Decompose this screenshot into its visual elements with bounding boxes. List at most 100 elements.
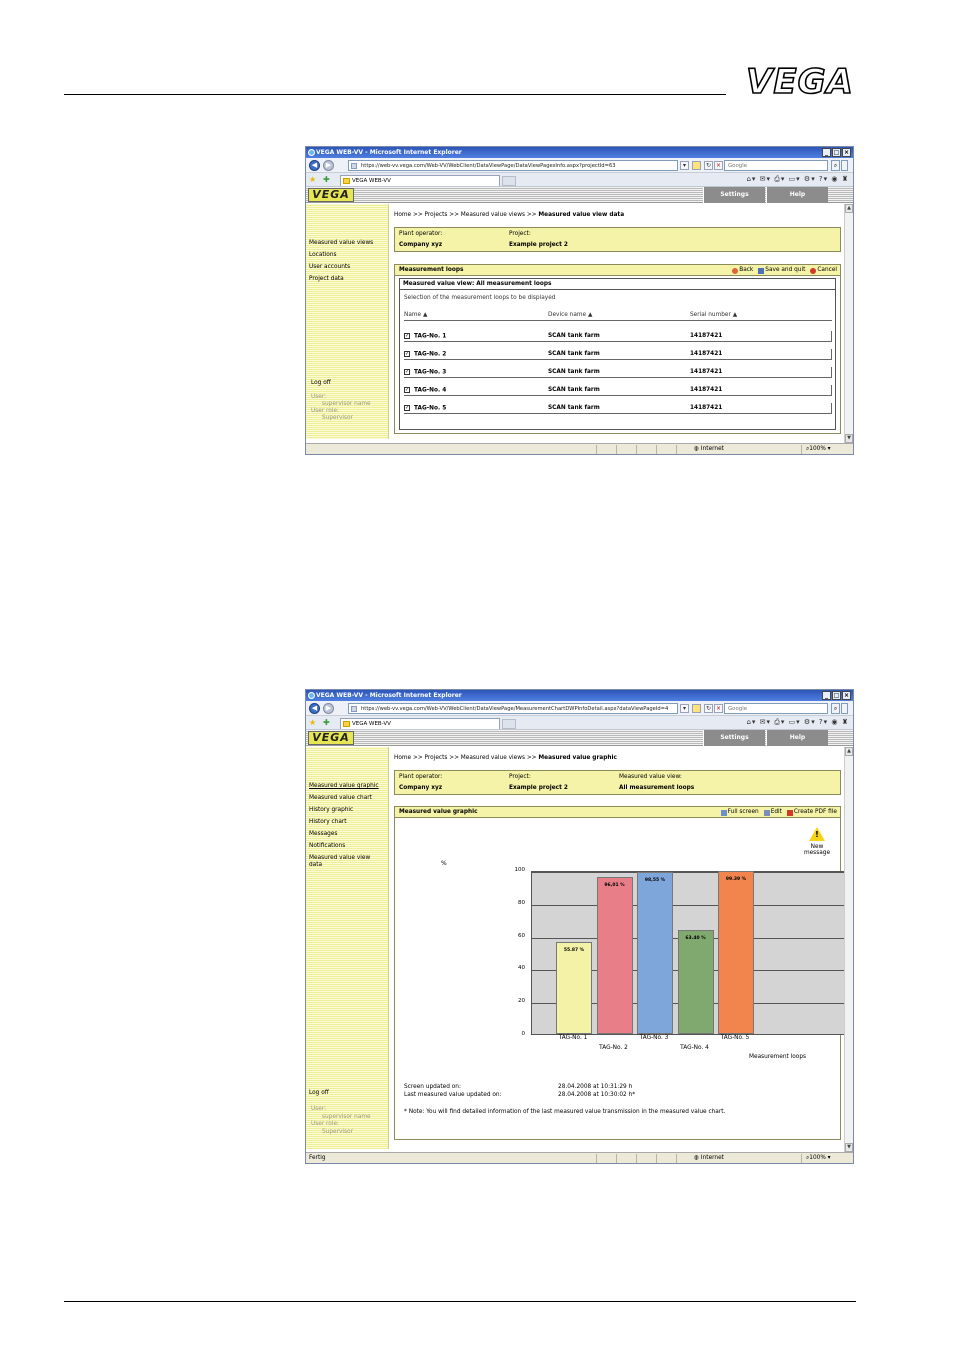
- breadcrumb: Home >> Projects >> Measured value views…: [394, 755, 617, 761]
- zoom-level[interactable]: ⌕100% ▾: [806, 1155, 831, 1161]
- close-button[interactable]: ×: [842, 148, 851, 157]
- search-icon[interactable]: ⌕: [831, 703, 840, 714]
- new-tab-button[interactable]: [502, 176, 516, 186]
- maximize-button[interactable]: □: [832, 148, 841, 157]
- tab-vega[interactable]: VEGA WEB-VV: [340, 718, 500, 729]
- logoff-link[interactable]: Log off: [309, 1090, 329, 1096]
- back-arrow-icon[interactable]: ◀: [309, 703, 320, 714]
- url-field[interactable]: https://web-vv.vega.com/Web-VV/WebClient…: [348, 160, 678, 171]
- save-quit-button[interactable]: Save and quit: [758, 265, 805, 276]
- edit-button[interactable]: Edit: [763, 807, 782, 818]
- back-arrow-icon[interactable]: ◀: [309, 160, 320, 171]
- cancel-button[interactable]: Cancel: [810, 265, 837, 276]
- refresh-icon[interactable]: ↻: [704, 704, 713, 713]
- sidebar-item-user-accounts[interactable]: User accounts: [309, 264, 351, 270]
- sort-icon: ▲: [732, 312, 738, 318]
- gridline: [532, 904, 853, 906]
- fullscreen-button[interactable]: Full screen: [720, 807, 759, 818]
- favorites-star-icon[interactable]: ★: [309, 718, 317, 727]
- back-button[interactable]: Back: [732, 265, 753, 276]
- search-input[interactable]: Google: [724, 160, 828, 171]
- close-button[interactable]: ×: [842, 691, 851, 700]
- settings-tab[interactable]: Settings: [703, 730, 765, 746]
- minimize-button[interactable]: _: [822, 148, 831, 157]
- col-device[interactable]: Device name ▲: [548, 312, 593, 318]
- scrollbar[interactable]: ▲ ▼: [844, 747, 853, 1152]
- help-tab[interactable]: Help: [766, 730, 828, 746]
- sidebar-item-measured-value-view-data[interactable]: Measured value view: [309, 855, 371, 861]
- stop-icon[interactable]: ×: [714, 704, 723, 713]
- scroll-up-icon[interactable]: ▲: [845, 747, 853, 756]
- col-serial[interactable]: Serial number ▲: [690, 312, 738, 318]
- help-tab[interactable]: Help: [766, 187, 828, 203]
- favorites-star-icon[interactable]: ★: [309, 175, 317, 184]
- scrollbar[interactable]: ▲ ▼: [844, 204, 853, 443]
- forward-arrow-icon[interactable]: ▶: [323, 703, 334, 714]
- globe-icon: ◍: [694, 1155, 700, 1161]
- sidebar-item-history-graphic[interactable]: History graphic: [309, 807, 354, 813]
- back-icon: [732, 267, 739, 274]
- sidebar-item-history-chart[interactable]: History chart: [309, 819, 347, 825]
- scroll-down-icon[interactable]: ▼: [845, 434, 853, 443]
- row-checkbox[interactable]: ✓: [404, 369, 410, 375]
- table-row[interactable]: ✓ TAG-No. 3 SCAN tank farm 14187421: [404, 367, 832, 378]
- gridline: [532, 872, 853, 873]
- new-tab-button[interactable]: [502, 719, 516, 729]
- name-cell: ✓ TAG-No. 2: [404, 351, 447, 358]
- minimize-button[interactable]: _: [822, 691, 831, 700]
- sidebar-item-messages[interactable]: Messages: [309, 831, 338, 837]
- url-dropdown-icon[interactable]: ▾: [680, 161, 689, 170]
- role-name: Supervisor: [322, 1129, 353, 1135]
- sidebar-item-notifications[interactable]: Notifications: [309, 843, 346, 849]
- cancel-icon: [810, 267, 817, 274]
- lock-icon[interactable]: [692, 161, 701, 170]
- forward-arrow-icon[interactable]: ▶: [323, 160, 334, 171]
- row-checkbox[interactable]: ✓: [404, 405, 410, 411]
- sidebar-item-measured-value-chart[interactable]: Measured value chart: [309, 795, 372, 801]
- command-bar-icons[interactable]: ⌂▾ ✉▾ ⎙▾ ▭▾ ⚙▾ ?▾ ◉ ♜: [746, 175, 849, 183]
- row-checkbox[interactable]: ✓: [404, 387, 410, 393]
- view-label: Measured value view:: [619, 774, 682, 780]
- logoff-link[interactable]: Log off: [311, 380, 331, 386]
- subpanel-title: Measured value view: All measurement loo…: [400, 279, 835, 290]
- zoom-level[interactable]: ⌕100% ▾: [806, 446, 831, 452]
- ie-icon: [308, 692, 315, 699]
- add-favorite-icon[interactable]: ✚: [323, 718, 330, 727]
- lock-icon[interactable]: [692, 704, 701, 713]
- y-tick-label: 60: [518, 932, 525, 939]
- search-icon[interactable]: ⌕: [831, 160, 840, 171]
- sidebar-item-project-data[interactable]: Project data: [309, 276, 344, 282]
- settings-tab[interactable]: Settings: [703, 187, 765, 203]
- table-row[interactable]: ✓ TAG-No. 5 SCAN tank farm 14187421: [404, 403, 832, 414]
- sidebar-item-measured-value-views[interactable]: Measured value views: [309, 240, 374, 246]
- refresh-icon[interactable]: ↻: [704, 161, 713, 170]
- scroll-down-icon[interactable]: ▼: [845, 1143, 853, 1152]
- search-options-icon[interactable]: [841, 160, 848, 171]
- sort-icon: ▲: [587, 312, 593, 318]
- url-field[interactable]: https://web-vv.vega.com/Web-VV/WebClient…: [348, 703, 678, 714]
- loops-subpanel: Measured value view: All measurement loo…: [399, 278, 836, 430]
- sidebar-item-measured-value-view-data-2[interactable]: data: [309, 862, 323, 868]
- search-options-icon[interactable]: [841, 703, 848, 714]
- col-name[interactable]: Name ▲: [404, 312, 428, 318]
- create-pdf-button[interactable]: Create PDF file: [786, 807, 837, 818]
- vega-app-logo[interactable]: VEGA: [308, 731, 354, 745]
- url-dropdown-icon[interactable]: ▾: [680, 704, 689, 713]
- maximize-button[interactable]: □: [832, 691, 841, 700]
- bar-value-label: 99.39 %: [725, 877, 747, 882]
- tab-vega[interactable]: VEGA WEB-VV: [340, 175, 500, 186]
- stop-icon[interactable]: ×: [714, 161, 723, 170]
- row-checkbox[interactable]: ✓: [404, 333, 410, 339]
- address-bar: ◀ ▶ https://web-vv.vega.com/Web-VV/WebCl…: [306, 158, 853, 173]
- add-favorite-icon[interactable]: ✚: [323, 175, 330, 184]
- table-row[interactable]: ✓ TAG-No. 4 SCAN tank farm 14187421: [404, 385, 832, 396]
- command-bar-icons[interactable]: ⌂▾ ✉▾ ⎙▾ ▭▾ ⚙▾ ?▾ ◉ ♜: [746, 718, 849, 726]
- table-row[interactable]: ✓ TAG-No. 1 SCAN tank farm 14187421: [404, 331, 832, 342]
- sidebar-item-measured-value-graphic[interactable]: Measured value graphic: [309, 783, 379, 789]
- sidebar-item-locations[interactable]: Locations: [309, 252, 337, 258]
- scroll-up-icon[interactable]: ▲: [845, 204, 853, 213]
- table-row[interactable]: ✓ TAG-No. 2 SCAN tank farm 14187421: [404, 349, 832, 360]
- search-input[interactable]: Google: [724, 703, 828, 714]
- vega-app-logo[interactable]: VEGA: [308, 188, 354, 202]
- row-checkbox[interactable]: ✓: [404, 351, 410, 357]
